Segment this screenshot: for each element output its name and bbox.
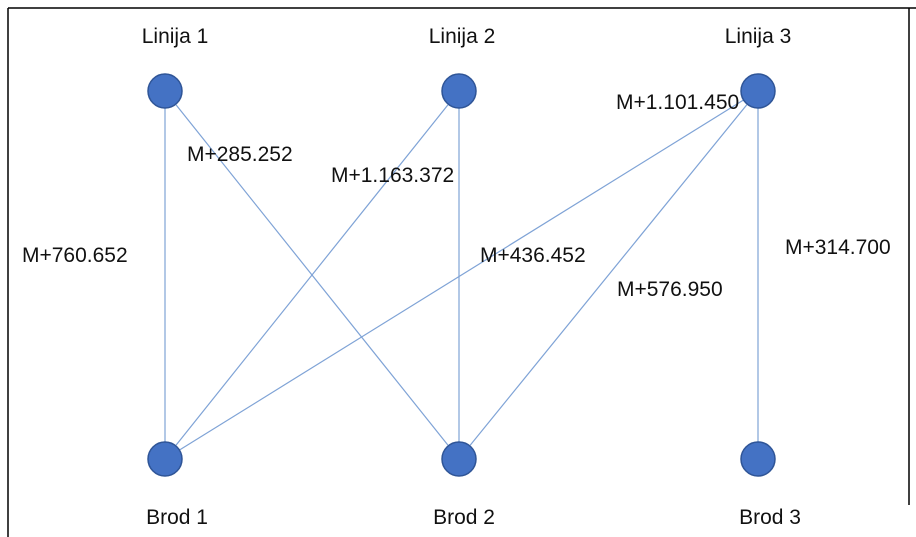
weight-linija3-brod2: M+576.950	[617, 278, 723, 301]
weight-linija1-brod2: M+285.252	[187, 143, 293, 166]
edge-linija3-brod1	[164, 90, 759, 460]
label-linija2: Linija 2	[429, 25, 496, 48]
weight-linija1-brod1: M+760.652	[22, 244, 128, 267]
node-linija1	[147, 73, 183, 109]
label-linija3: Linija 3	[725, 25, 792, 48]
node-linija2	[441, 73, 477, 109]
label-brod3: Brod 3	[739, 506, 801, 529]
label-linija1: Linija 1	[142, 25, 209, 48]
node-brod3	[740, 441, 776, 477]
weight-linija3-brod1: M+436.452	[480, 244, 586, 267]
node-brod1	[147, 441, 183, 477]
edge-linija3-brod2	[458, 90, 759, 460]
label-brod2: Brod 2	[433, 506, 495, 529]
node-linija3	[740, 73, 776, 109]
label-brod1: Brod 1	[146, 506, 208, 529]
edge-linija2-brod1	[164, 90, 460, 460]
weight-linija3-top: M+1.101.450	[616, 91, 739, 114]
node-brod2	[441, 441, 477, 477]
weight-linija3-brod3: M+314.700	[785, 236, 891, 259]
weight-linija2-brod1: M+1.163.372	[331, 164, 454, 187]
